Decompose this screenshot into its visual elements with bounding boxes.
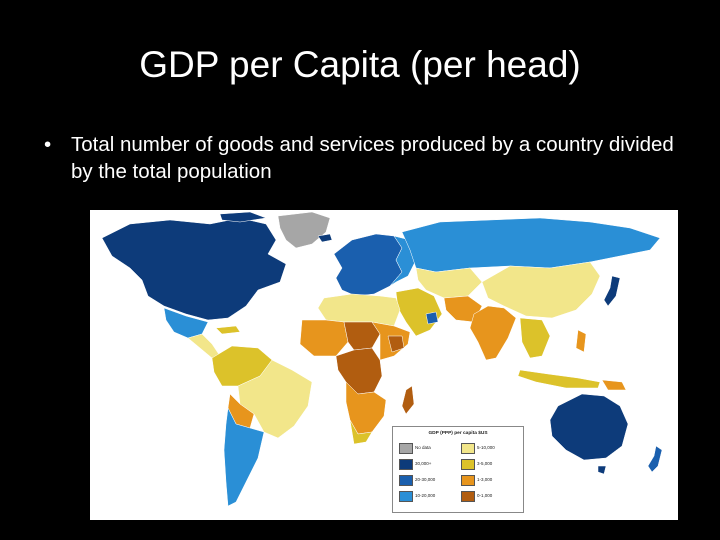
legend-swatch (399, 443, 413, 454)
legend-label: 0-1,000 (477, 493, 493, 498)
region-southern-africa (345, 381, 387, 435)
legend-item: 5-10,000 (461, 443, 523, 455)
legend-swatch (461, 491, 475, 502)
legend-swatch (461, 475, 475, 486)
region-japan (603, 275, 621, 307)
region-north-america (101, 217, 287, 321)
region-madagascar (401, 385, 415, 415)
bullet-text: Total number of goods and services produ… (71, 133, 674, 183)
region-china (481, 261, 601, 319)
region-west-africa (299, 319, 349, 357)
region-tasmania (597, 465, 607, 475)
legend-item: 10-20,000 (399, 491, 461, 503)
legend-label: No data (415, 445, 431, 450)
map-canvas (90, 210, 678, 520)
region-southern-cone (223, 407, 265, 507)
region-new-zealand (647, 445, 663, 473)
legend-swatch (461, 459, 475, 470)
legend-item: 1-3,000 (461, 475, 523, 487)
legend-item: 3-5,000 (461, 459, 523, 471)
region-greenland (277, 211, 331, 249)
region-south-africa (349, 419, 373, 445)
legend-item: 30,000+ (399, 459, 461, 471)
map-legend: GDP (PPP) per capita $US No data 5-10,00… (392, 426, 524, 513)
legend-label: 20-30,000 (415, 477, 436, 482)
legend-label: 1-3,000 (477, 477, 493, 482)
legend-item: 0-1,000 (461, 491, 523, 503)
region-indonesia (517, 369, 601, 389)
region-middle-east (395, 287, 443, 337)
region-iceland (317, 233, 333, 243)
legend-label: 3-5,000 (477, 461, 493, 466)
legend-swatch (461, 443, 475, 454)
bullet-marker: • (44, 133, 52, 156)
legend-label: 10-20,000 (415, 493, 436, 498)
region-philippines (575, 329, 587, 353)
legend-item: No data (399, 443, 461, 455)
region-india (469, 305, 517, 361)
legend-title: GDP (PPP) per capita $US (428, 431, 488, 436)
slide-title: GDP per Capita (per head) (139, 44, 581, 85)
legend-item: 20-30,000 (399, 475, 461, 487)
region-gulf-states (425, 311, 439, 325)
legend-swatch (399, 491, 413, 502)
legend-swatch (399, 459, 413, 470)
legend-swatch (399, 475, 413, 486)
region-arctic-islands (219, 211, 267, 223)
region-australia (549, 393, 629, 461)
bullet-item: • Total number of goods and services pro… (44, 131, 674, 185)
region-caribbean (215, 325, 241, 335)
region-southeast-asia (519, 317, 551, 359)
region-central-africa (335, 347, 383, 395)
region-papua-new-guinea (601, 379, 627, 391)
region-ethiopia (387, 335, 405, 353)
world-map: GDP (PPP) per capita $US No data 5-10,00… (90, 210, 678, 520)
legend-label: 5-10,000 (477, 445, 495, 450)
legend-label: 30,000+ (415, 461, 432, 466)
